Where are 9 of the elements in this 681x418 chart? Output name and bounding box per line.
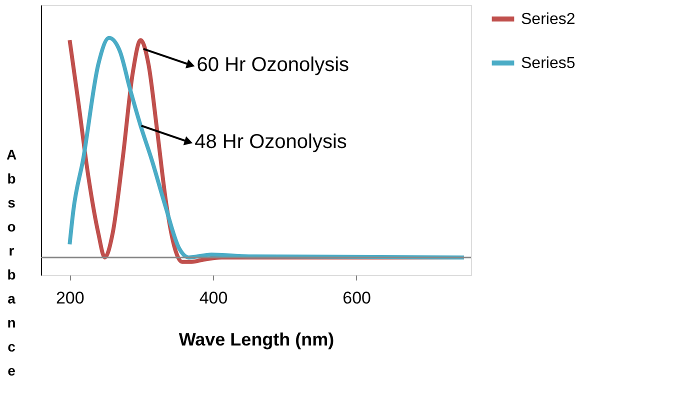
annotation: 60 Hr Ozonolysis bbox=[196, 54, 350, 76]
legend-label: Series2 bbox=[521, 11, 576, 28]
x-tick-label: 400 bbox=[199, 288, 228, 308]
annotation: 48 Hr Ozonolysis bbox=[194, 130, 347, 153]
text: Absorbance bbox=[6, 146, 17, 378]
x-tick-label: 200 bbox=[56, 288, 84, 308]
legend-label: Series5 bbox=[521, 55, 576, 72]
x-tick-label: 600 bbox=[342, 288, 372, 308]
x-axis-title: Wave Length (nm) bbox=[178, 330, 334, 350]
